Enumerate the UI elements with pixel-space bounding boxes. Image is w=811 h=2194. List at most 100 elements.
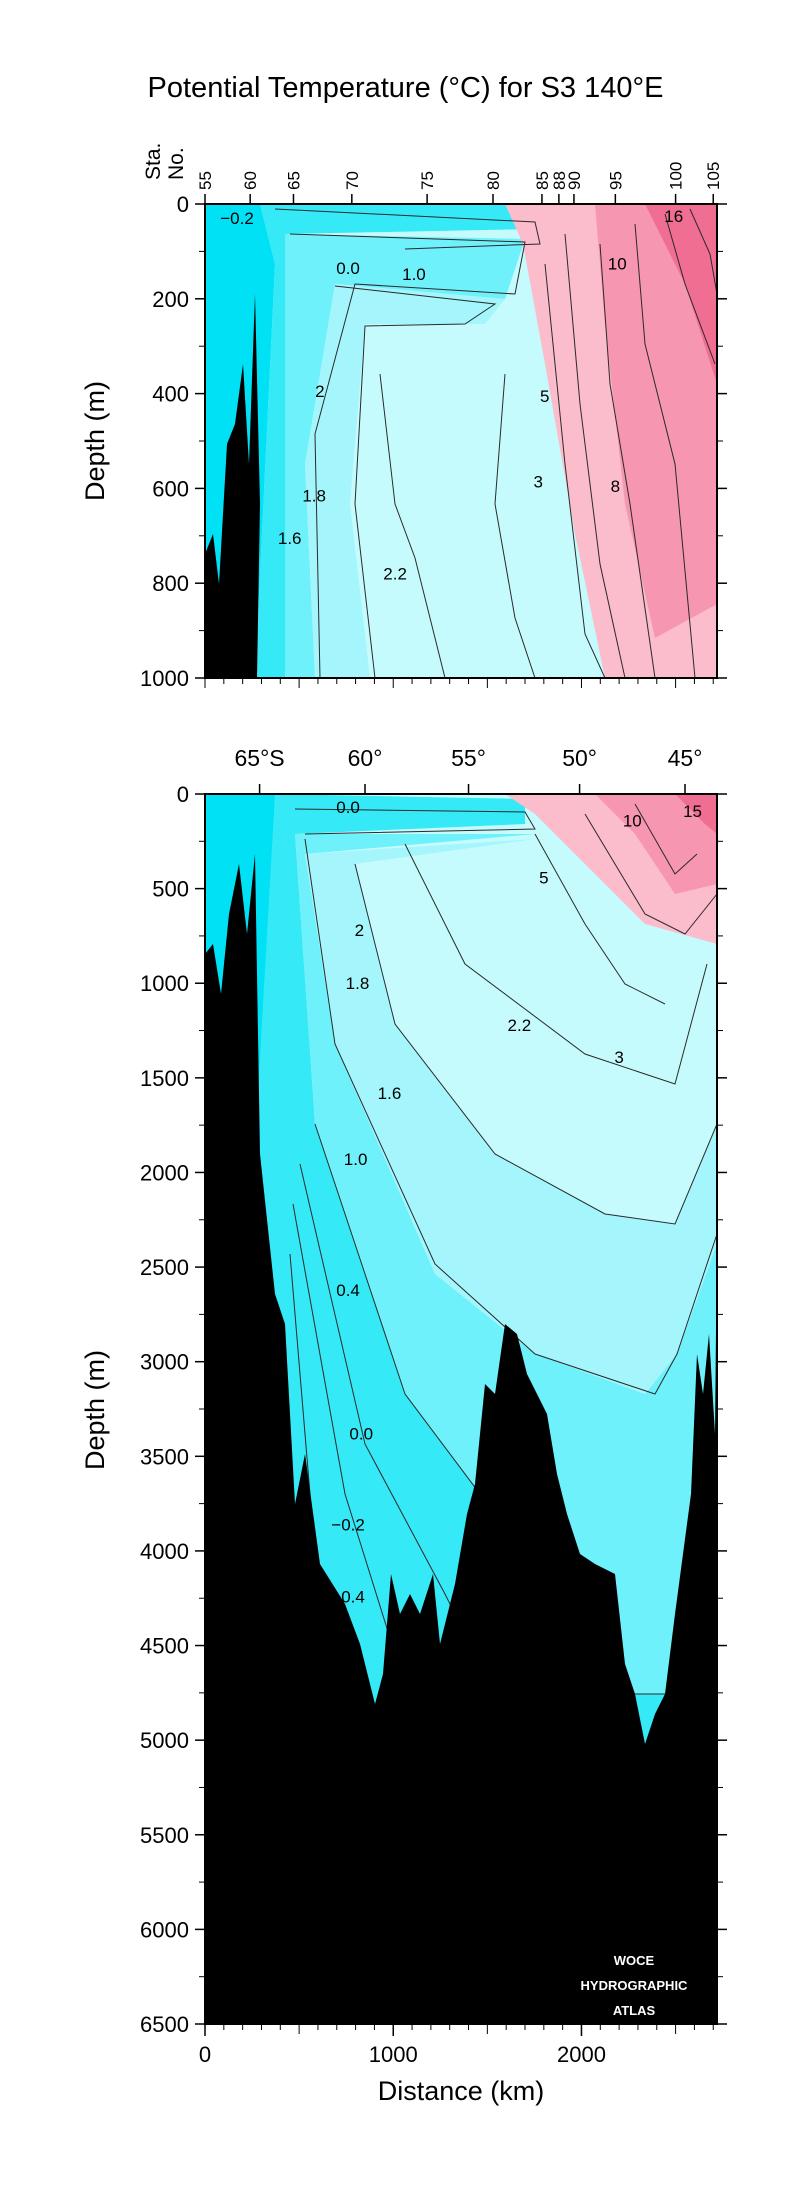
lower-contour-label: 0.0 (349, 1425, 373, 1444)
lower-ytick-label: 500 (152, 877, 189, 902)
lower-ytick-label: 5500 (140, 1823, 189, 1848)
lower-ylabel: Depth (m) (80, 1350, 110, 1470)
lower-ytick-label: 5000 (140, 1728, 189, 1753)
upper-contour-label: 2 (315, 382, 324, 401)
lower-contour-label: 5 (539, 868, 548, 887)
station-number-label: 100 (667, 162, 686, 190)
lower-band-8-12 (595, 794, 717, 894)
upper-contour-label: 8 (611, 477, 620, 496)
lower-ytick-label: 1000 (140, 971, 189, 996)
lower-xtick-label: 2000 (557, 2042, 606, 2067)
latitude-label: 55° (451, 745, 486, 771)
upper-contour-line (689, 208, 717, 295)
upper-band-8-12 (595, 204, 717, 638)
upper-contour-line (664, 213, 716, 365)
upper-ytick-label: 200 (152, 287, 189, 312)
lower-ytick-label: 2500 (140, 1255, 189, 1280)
lower-contour-label: 15 (683, 802, 702, 821)
upper-ylabel: Depth (m) (80, 381, 110, 501)
station-number-label: 80 (484, 171, 503, 190)
station-number-label: 70 (343, 171, 362, 190)
upper-ytick-label: 800 (152, 571, 189, 596)
woce-watermark: WOCE HYDROGRAPHIC ATLAS (581, 1953, 689, 2018)
station-number-label: 75 (418, 171, 437, 190)
upper-band-18-2 (305, 284, 505, 678)
station-number-label: 85 (533, 171, 552, 190)
upper-contour-line (334, 285, 497, 678)
upper-contour-line (379, 373, 446, 678)
upper-contour-line (564, 233, 626, 678)
lower-contour-label: 3 (614, 1048, 623, 1067)
lower-panel: 0.0 10 15 5 2 1.8 2.2 3 1.6 1.0 0.4 0.0 −0.2 −0.4 WOCE… (80, 745, 727, 2106)
upper-contour-label: 1.6 (278, 529, 302, 548)
lower-xtick-label: 0 (199, 2042, 211, 2067)
upper-ytick-label: 600 (152, 476, 189, 501)
upper-contour-line (634, 223, 696, 678)
upper-contour-label: 5 (540, 387, 549, 406)
upper-contour-label: 1.8 (302, 487, 326, 506)
station-number-label: 90 (565, 171, 584, 190)
lower-contour-line (304, 838, 717, 1395)
lower-contour-line (354, 863, 717, 1225)
upper-band-0-1 (255, 204, 535, 678)
upper-contour-line (599, 243, 656, 678)
lower-contour-line (534, 833, 666, 1005)
upper-contour-line (494, 373, 536, 678)
lower-ytick-label: 6000 (140, 1917, 189, 1942)
lower-ytick-label: 3500 (140, 1444, 189, 1469)
lower-bathymetry (205, 854, 717, 2024)
station-number-label: 95 (606, 171, 625, 190)
upper-contour-label: 16 (664, 207, 683, 226)
watermark-text: ATLAS (613, 2003, 656, 2018)
lower-xlabel: Distance (km) (378, 2076, 545, 2106)
upper-panel: −0.2 0.0 1.0 2 1.8 1.6 2.2 3 5 8 10 16 0 200 400 600 800… (80, 143, 727, 691)
upper-contour-label: 0.0 (336, 259, 360, 278)
upper-contour-line (274, 208, 541, 250)
upper-contour-label: 10 (608, 254, 627, 273)
lower-contour-label: 0.0 (336, 798, 360, 817)
lower-contour-label: 10 (623, 811, 642, 830)
lower-band-1-18 (295, 834, 717, 1694)
watermark-text: WOCE (614, 1953, 655, 1968)
lower-contour-line (294, 808, 536, 835)
latitude-label: 60° (348, 745, 383, 771)
station-number-label: 60 (241, 171, 260, 190)
station-number-label: 88 (550, 171, 569, 190)
upper-contour-label: −0.2 (220, 209, 254, 228)
lower-contour-label: −0.4 (331, 1587, 365, 1606)
upper-contour-label: 2.2 (383, 565, 407, 584)
upper-bathymetry (205, 294, 260, 678)
station-axis-label: No. (165, 147, 188, 180)
lower-contour-label: 2 (355, 921, 364, 940)
lower-contour-line (584, 813, 717, 935)
lower-contour-line (292, 1203, 396, 1655)
latitude-label: 65°S (235, 745, 285, 771)
lower-contour-label: 1.6 (378, 1084, 402, 1103)
lower-ytick-label: 3000 (140, 1350, 189, 1375)
lower-contour-label: 0.4 (336, 1281, 360, 1300)
lower-contour-label: 1.0 (344, 1150, 368, 1169)
upper-ytick-label: 400 (152, 382, 189, 407)
lower-contour-line (404, 843, 708, 1085)
lower-contour-line (634, 803, 698, 875)
upper-contour-label: 3 (533, 472, 542, 491)
lower-contour-label: 1.8 (346, 974, 370, 993)
upper-band-above-12 (645, 204, 717, 384)
lower-ytick-label: 6500 (140, 2012, 189, 2037)
upper-contour-line (289, 233, 526, 678)
station-number-label: 65 (284, 171, 303, 190)
latitude-label: 45° (668, 745, 703, 771)
upper-plot-area: −0.2 0.0 1.0 2 1.8 1.6 2.2 3 5 8 10 16 (205, 204, 717, 678)
watermark-text: HYDROGRAPHIC (581, 1978, 689, 1993)
station-number-label: 105 (704, 162, 723, 190)
lower-ytick-label: 2000 (140, 1160, 189, 1185)
chart-title: Potential Temperature (°C) for S3 140°E (147, 72, 664, 104)
upper-ytick-label: 0 (177, 192, 189, 217)
lower-ytick-label: 4500 (140, 1634, 189, 1659)
lower-band-above-12 (675, 794, 717, 834)
station-number-label: 55 (196, 171, 215, 190)
station-axis-label: Sta. (142, 143, 165, 180)
lower-xtick-label: 1000 (369, 2042, 418, 2067)
lower-ytick-label: 4000 (140, 1539, 189, 1564)
upper-contour-label: 1.0 (402, 265, 426, 284)
